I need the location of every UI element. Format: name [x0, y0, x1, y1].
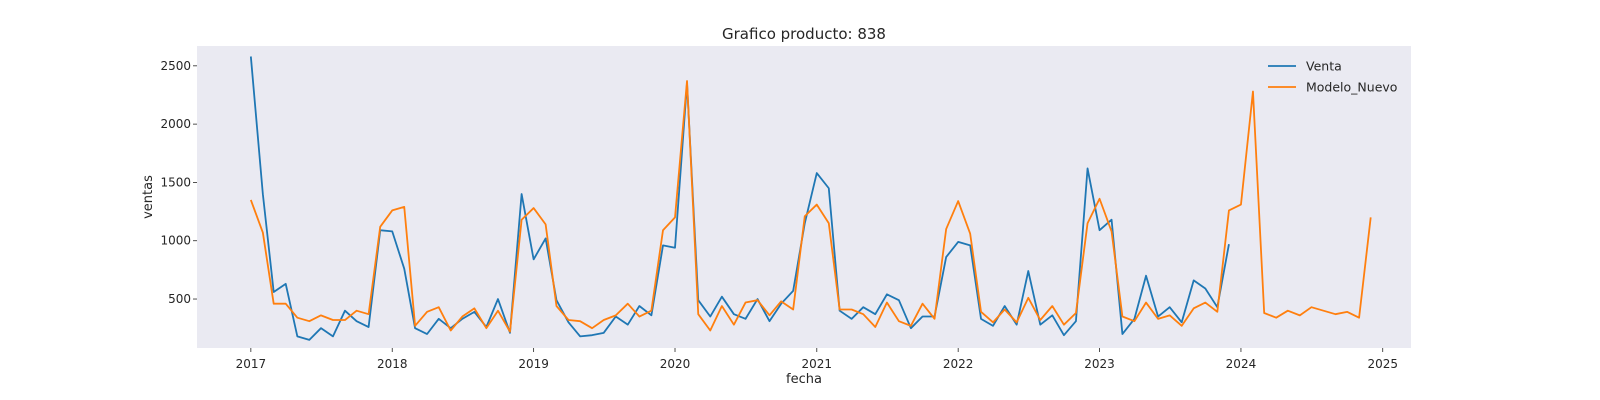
x-tick-label: 2020 — [660, 357, 691, 371]
plot-background — [197, 46, 1411, 348]
x-tick-label: 2021 — [802, 357, 833, 371]
y-axis-ticks: 500 1000 1500 2000 2500 — [160, 59, 197, 306]
x-tick-label: 2018 — [377, 357, 408, 371]
x-tick-label: 2019 — [518, 357, 549, 371]
chart-title: Grafico producto: 838 — [722, 25, 886, 43]
legend-label: Venta — [1306, 59, 1342, 74]
x-tick-label: 2023 — [1084, 357, 1115, 371]
x-tick-label: 2025 — [1367, 357, 1398, 371]
series-line-venta — [249, 56, 1230, 341]
y-tick-label: 500 — [168, 292, 191, 306]
x-tick-label: 2024 — [1226, 357, 1257, 371]
legend: Venta Modelo_Nuevo — [1268, 59, 1397, 95]
x-tick-label: 2022 — [943, 357, 974, 371]
y-tick-label: 2000 — [160, 117, 191, 131]
series-layer — [249, 56, 1372, 341]
y-axis-title: ventas — [141, 175, 156, 219]
y-tick-label: 1500 — [160, 175, 191, 189]
x-axis-title: fecha — [786, 372, 822, 387]
legend-label: Modelo_Nuevo — [1306, 80, 1397, 95]
series-line-modelo-nuevo — [249, 80, 1372, 333]
y-tick-label: 2500 — [160, 59, 191, 73]
y-tick-label: 1000 — [160, 234, 191, 248]
x-tick-label: 2017 — [236, 357, 267, 371]
x-axis-ticks: 2017 2018 2019 2020 2021 2022 2023 2024 2025 — [236, 348, 1398, 371]
